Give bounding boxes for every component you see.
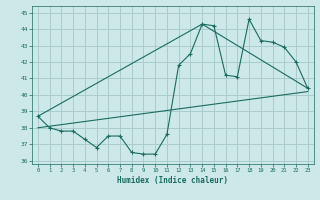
X-axis label: Humidex (Indice chaleur): Humidex (Indice chaleur) (117, 176, 228, 185)
